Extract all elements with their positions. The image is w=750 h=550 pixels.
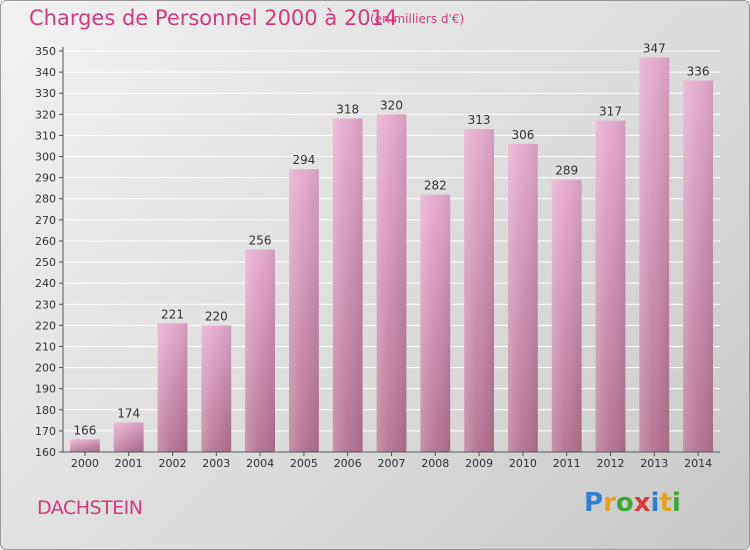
x-tick-label: 2000 bbox=[71, 457, 99, 470]
bar-shine bbox=[595, 120, 626, 452]
y-tick-label: 300 bbox=[35, 151, 56, 164]
x-tick-label: 2004 bbox=[246, 457, 274, 470]
x-tick-label: 2011 bbox=[553, 457, 581, 470]
value-label: 306 bbox=[511, 128, 534, 142]
logo-letter: t bbox=[659, 488, 672, 518]
value-label: 256 bbox=[249, 233, 272, 247]
x-tick-label: 2007 bbox=[378, 457, 406, 470]
bar-shine bbox=[508, 143, 538, 452]
x-tick-label: 2010 bbox=[509, 457, 537, 470]
x-tick-label: 2003 bbox=[202, 457, 230, 470]
y-tick-label: 330 bbox=[35, 87, 56, 100]
x-tick-label: 2013 bbox=[640, 457, 668, 470]
value-label: 347 bbox=[643, 41, 666, 55]
y-tick-label: 200 bbox=[35, 362, 56, 375]
x-tick-label: 2008 bbox=[421, 457, 449, 470]
y-tick-label: 310 bbox=[35, 129, 56, 142]
bar-shine bbox=[683, 80, 713, 453]
y-tick-label: 170 bbox=[35, 425, 56, 438]
bar-shine bbox=[639, 57, 670, 453]
y-tick-label: 280 bbox=[35, 193, 56, 206]
y-tick-label: 290 bbox=[35, 172, 56, 185]
bar-shine bbox=[201, 325, 232, 452]
logo-letter: i bbox=[671, 488, 681, 518]
y-tick-label: 260 bbox=[35, 235, 56, 248]
logo-letter: P bbox=[584, 488, 604, 518]
y-tick-label: 190 bbox=[35, 383, 56, 396]
value-label: 166 bbox=[73, 423, 96, 437]
value-label: 289 bbox=[555, 164, 578, 178]
y-tick-label: 250 bbox=[35, 256, 56, 269]
value-label: 318 bbox=[336, 103, 359, 117]
bar-shine bbox=[113, 422, 144, 452]
value-label: 174 bbox=[117, 406, 140, 420]
x-tick-label: 2002 bbox=[159, 457, 187, 470]
bar-shine bbox=[420, 194, 451, 452]
y-tick-label: 210 bbox=[35, 340, 56, 353]
y-tick-label: 270 bbox=[35, 214, 56, 227]
y-tick-label: 220 bbox=[35, 319, 56, 332]
y-tick-label: 240 bbox=[35, 277, 56, 290]
logo-letter: o bbox=[615, 488, 634, 518]
bar-shine bbox=[289, 169, 319, 453]
x-tick-label: 2012 bbox=[597, 457, 625, 470]
x-tick-label: 2009 bbox=[465, 457, 493, 470]
logo-letter: x bbox=[633, 488, 651, 518]
value-label: 294 bbox=[292, 153, 315, 167]
value-label: 317 bbox=[599, 105, 622, 119]
bar-shine bbox=[245, 249, 275, 452]
bar-shine bbox=[376, 114, 407, 452]
chart-subtitle: (en milliers d'€) bbox=[370, 12, 465, 26]
logo-letter: r bbox=[603, 488, 616, 518]
value-label: 313 bbox=[468, 113, 491, 127]
value-label: 282 bbox=[424, 179, 447, 193]
logo-letter: i bbox=[650, 488, 660, 518]
x-tick-label: 2006 bbox=[334, 457, 362, 470]
chart-title: Charges de Personnel 2000 à 2014 bbox=[29, 6, 398, 30]
y-tick-label: 350 bbox=[35, 45, 56, 58]
value-label: 221 bbox=[161, 307, 184, 321]
bar-shine bbox=[332, 118, 363, 453]
value-label: 336 bbox=[687, 65, 710, 79]
value-label: 320 bbox=[380, 98, 403, 112]
y-tick-label: 180 bbox=[35, 404, 56, 417]
value-label: 220 bbox=[205, 309, 228, 323]
x-tick-label: 2005 bbox=[290, 457, 318, 470]
bar-shine bbox=[464, 129, 494, 452]
y-tick-label: 160 bbox=[35, 446, 56, 459]
bar-shine bbox=[157, 323, 188, 452]
y-tick-label: 230 bbox=[35, 298, 56, 311]
commune-name: DACHSTEIN bbox=[37, 497, 143, 519]
proxiti-logo: Proxiti bbox=[584, 488, 681, 518]
bar-shine bbox=[551, 179, 582, 452]
bar-shine bbox=[70, 439, 100, 452]
x-tick-label: 2014 bbox=[684, 457, 712, 470]
y-tick-label: 320 bbox=[35, 108, 56, 121]
x-tick-label: 2001 bbox=[115, 457, 143, 470]
y-tick-label: 340 bbox=[35, 66, 56, 79]
